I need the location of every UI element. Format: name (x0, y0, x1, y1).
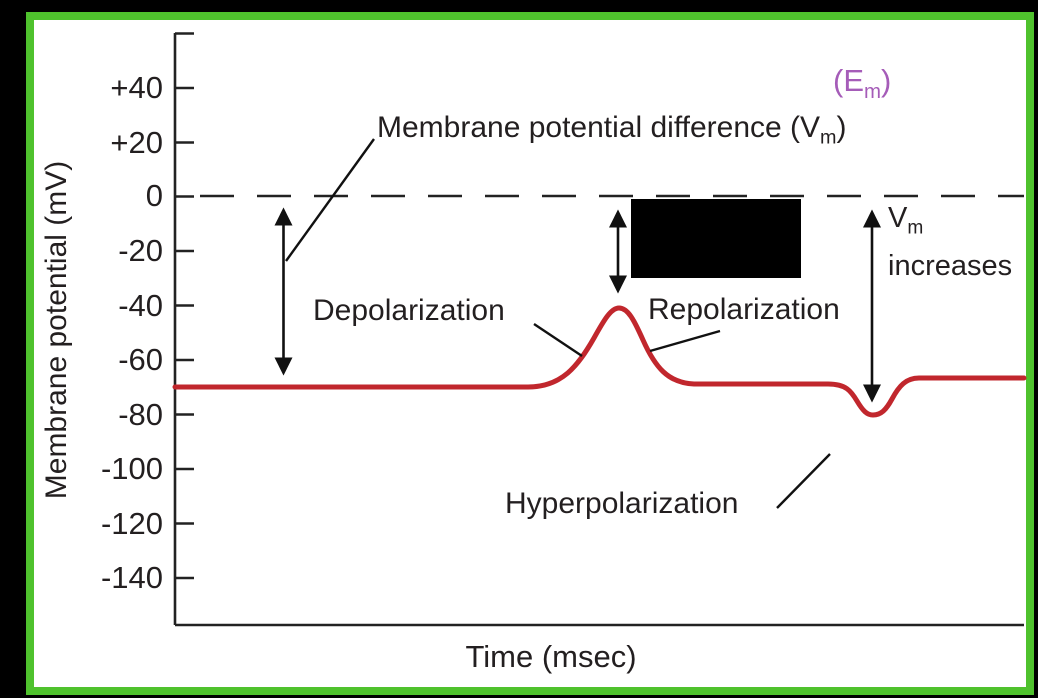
y-tick-label: 0 (145, 178, 163, 213)
y-tick-label: -20 (118, 233, 163, 268)
repolarization-leader-line (649, 329, 721, 353)
y-tick-label: -40 (118, 288, 163, 323)
y-tick-label: -80 (118, 397, 163, 432)
em-label: (Em) (833, 63, 892, 103)
repolarization-label: Repolarization (648, 293, 840, 326)
membrane-potential-difference-label: Membrane potential difference (Vm) (377, 111, 847, 149)
depolarization-label: Depolarization (313, 294, 505, 327)
depolarization-leader-line (533, 323, 583, 357)
redaction-box (631, 199, 801, 278)
vm-diff-leader-line (285, 138, 375, 262)
y-axis-ticks (175, 32, 194, 580)
membrane-potential-curve (172, 305, 1027, 418)
hyperpolarization-leader-line (776, 453, 831, 509)
x-axis-title: Time (msec) (465, 639, 637, 674)
y-tick-label: +20 (110, 125, 163, 160)
y-tick-label: -120 (100, 506, 163, 541)
y-tick-label: -100 (100, 451, 163, 486)
y-tick-label: -60 (118, 342, 163, 377)
y-axis-title: Membrane potential (mV) (40, 160, 73, 500)
vm-increases-label: Vm increases (888, 202, 1013, 283)
y-tick-label: +40 (110, 70, 163, 105)
hyperpolarization-label: Hyperpolarization (505, 487, 739, 520)
y-tick-label: -140 (100, 560, 163, 595)
